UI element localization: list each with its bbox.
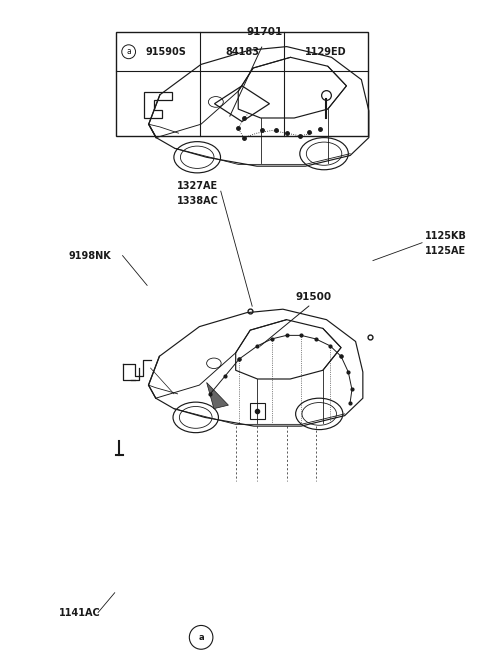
Text: 1125AE: 1125AE <box>425 246 466 255</box>
Text: 91701: 91701 <box>247 28 283 37</box>
Text: a: a <box>126 47 131 56</box>
Bar <box>250 403 265 419</box>
Bar <box>116 32 368 136</box>
Text: 91590S: 91590S <box>145 47 186 57</box>
Text: 1327AE: 1327AE <box>177 181 218 191</box>
Polygon shape <box>206 383 228 409</box>
Text: a: a <box>198 633 204 642</box>
Text: 91500: 91500 <box>296 292 332 302</box>
Text: 1338AC: 1338AC <box>177 196 218 206</box>
Text: 1141AC: 1141AC <box>59 608 100 618</box>
Text: 1129ED: 1129ED <box>305 47 347 57</box>
Text: 9198NK: 9198NK <box>69 251 111 261</box>
Text: 84183: 84183 <box>225 47 259 57</box>
Text: 1125KB: 1125KB <box>425 231 467 241</box>
